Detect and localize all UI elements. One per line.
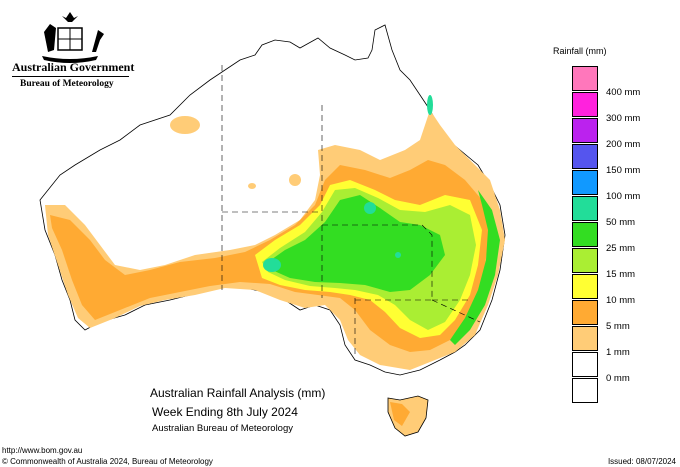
legend-label: 5 mm xyxy=(606,321,630,332)
government-title: Australian Government xyxy=(12,60,135,74)
rain-1mm-spot xyxy=(248,183,256,189)
rain-50mm-spot xyxy=(427,95,433,115)
legend-label: 200 mm xyxy=(606,139,641,150)
rain-50mm-spot xyxy=(263,258,281,272)
rain-50mm-spot xyxy=(364,202,376,214)
header-divider xyxy=(12,76,129,77)
legend-swatch xyxy=(572,66,598,91)
rain-1mm-spot xyxy=(170,116,200,134)
tasmania-west xyxy=(390,402,410,426)
legend xyxy=(572,66,598,404)
legend-label: 1 mm xyxy=(606,347,630,358)
rain-east-coast-band xyxy=(450,190,500,345)
issued-date: Issued: 08/07/2024 xyxy=(607,457,676,466)
coat-of-arms-logo xyxy=(42,12,104,63)
legend-swatch xyxy=(572,274,598,299)
legend-label: 50 mm xyxy=(606,217,636,228)
legend-swatch xyxy=(572,196,598,221)
agency-title: Bureau of Meteorology xyxy=(20,79,114,89)
map-title: Australian Rainfall Analysis (mm) xyxy=(150,386,326,400)
legend-label: 400 mm xyxy=(606,87,641,98)
legend-title: Rainfall (mm) xyxy=(553,46,607,56)
legend-swatch xyxy=(572,170,598,195)
legend-swatch xyxy=(572,92,598,117)
legend-swatch xyxy=(572,300,598,325)
legend-label: 150 mm xyxy=(606,165,641,176)
legend-swatch xyxy=(572,378,598,403)
map-source: Australian Bureau of Meteorology xyxy=(152,423,293,434)
legend-label: 15 mm xyxy=(606,269,636,280)
rain-1mm-spot xyxy=(289,174,301,186)
legend-label: 25 mm xyxy=(606,243,636,254)
legend-swatch xyxy=(572,248,598,273)
legend-label: 0 mm xyxy=(606,373,630,384)
legend-label: 100 mm xyxy=(606,191,641,202)
map-subtitle: Week Ending 8th July 2024 xyxy=(152,405,298,419)
legend-label: 300 mm xyxy=(606,113,641,124)
rain-50mm-spot xyxy=(395,252,401,258)
legend-swatch xyxy=(572,352,598,377)
rainfall-map xyxy=(39,24,506,437)
footer-copyright: © Commonwealth of Australia 2024, Bureau… xyxy=(2,457,213,466)
legend-swatch xyxy=(572,144,598,169)
legend-swatch xyxy=(572,222,598,247)
legend-swatch xyxy=(572,118,598,143)
rain-25mm-region xyxy=(268,195,445,292)
footer-url: http://www.bom.gov.au xyxy=(2,446,83,455)
legend-swatch xyxy=(572,326,598,351)
legend-label: 10 mm xyxy=(606,295,636,306)
state-borders xyxy=(221,65,481,358)
